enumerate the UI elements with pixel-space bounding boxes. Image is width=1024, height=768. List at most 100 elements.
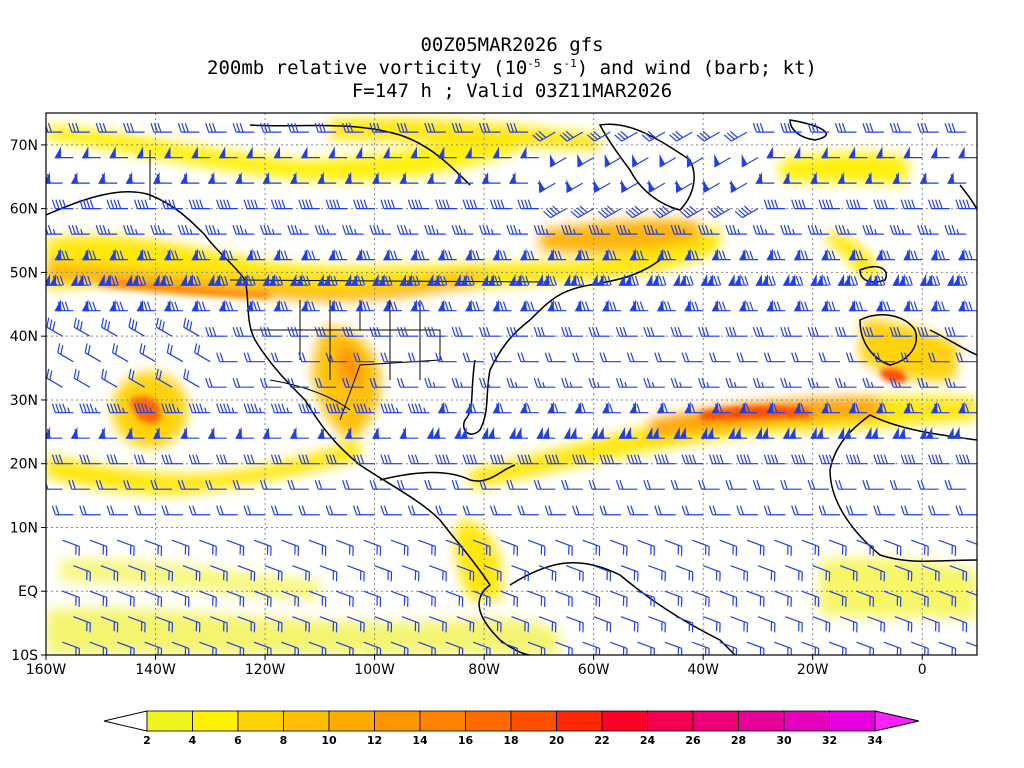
wind-barb bbox=[489, 199, 512, 210]
wind-barb bbox=[188, 454, 211, 465]
colorbar-swatch bbox=[829, 710, 876, 732]
wind-barb bbox=[883, 590, 902, 607]
wind-barb bbox=[543, 205, 567, 219]
wind-barb bbox=[369, 224, 392, 235]
map-title-line3: F=147 h ; Valid 03Z11MAR2026 bbox=[351, 80, 673, 102]
wind-barb bbox=[399, 171, 419, 184]
colorbar-label: 16 bbox=[458, 734, 474, 747]
wind-barb bbox=[371, 426, 392, 439]
wind-barb bbox=[216, 403, 238, 414]
wind-barb bbox=[643, 480, 665, 490]
wind-barb bbox=[410, 146, 430, 159]
wind-barb bbox=[410, 299, 430, 312]
wind-barb bbox=[807, 377, 830, 388]
wind-barb bbox=[472, 641, 491, 655]
wind-barb bbox=[136, 146, 156, 159]
wind-barb bbox=[407, 403, 430, 414]
wind-barb bbox=[892, 171, 912, 184]
wind-barb bbox=[111, 343, 129, 363]
wind-barb bbox=[566, 565, 584, 582]
wind-barb bbox=[734, 205, 759, 219]
colorbar-label: 8 bbox=[280, 734, 288, 747]
wind-barb bbox=[766, 401, 786, 414]
wind-barb bbox=[506, 122, 528, 133]
wind-barb bbox=[46, 368, 63, 388]
lon-tick-label: 100W bbox=[354, 662, 395, 678]
wind-barb bbox=[834, 377, 857, 388]
wind-barb bbox=[191, 146, 211, 159]
wind-barb bbox=[752, 224, 775, 235]
wind-barb bbox=[390, 590, 409, 607]
longitude-axis: 160W 140W 120W 100W 80W 60W 40W 20W 0 bbox=[26, 655, 927, 678]
wind-barb bbox=[839, 616, 858, 633]
wind-barb bbox=[353, 199, 375, 210]
wind-barb bbox=[862, 122, 884, 133]
wind-barb bbox=[456, 565, 475, 582]
wind-barb bbox=[922, 565, 940, 582]
wind-barb bbox=[199, 539, 217, 556]
wind-barb bbox=[144, 590, 163, 607]
wind-barb bbox=[563, 273, 585, 286]
wind-barb bbox=[369, 377, 392, 388]
wind-barb bbox=[656, 248, 676, 261]
wind-barb bbox=[834, 122, 857, 133]
colorbar-swatch bbox=[692, 710, 739, 732]
map-plot-area bbox=[46, 113, 977, 655]
wind-barb bbox=[478, 377, 501, 388]
wind-barb bbox=[270, 352, 293, 363]
wind-barb bbox=[785, 565, 803, 582]
wind-barb bbox=[944, 377, 967, 388]
wind-barb bbox=[207, 426, 227, 439]
wind-barb bbox=[626, 454, 649, 465]
wind-barb bbox=[355, 248, 375, 261]
wind-barb bbox=[537, 179, 556, 194]
wind-barb bbox=[418, 641, 436, 655]
wind-barb bbox=[125, 273, 147, 286]
wind-barb bbox=[216, 505, 238, 516]
wind-barb bbox=[152, 171, 172, 184]
wind-barb bbox=[873, 454, 895, 465]
wind-barb bbox=[281, 641, 300, 655]
wind-barb bbox=[246, 299, 266, 312]
lon-tick-label: 140W bbox=[135, 662, 176, 678]
wind-barb bbox=[930, 299, 950, 312]
wind-barb bbox=[57, 343, 74, 363]
wind-barb bbox=[355, 146, 375, 159]
wind-barb bbox=[191, 248, 211, 261]
lat-tick-label: 10N bbox=[10, 520, 38, 536]
wind-barb bbox=[243, 403, 266, 414]
colorbar-swatch bbox=[601, 710, 648, 732]
wind-barb bbox=[725, 224, 747, 235]
wind-barb bbox=[407, 454, 430, 465]
title-line2-exponent1: -5 bbox=[527, 57, 541, 70]
wind-barb bbox=[519, 299, 539, 312]
wind-barb bbox=[547, 248, 567, 261]
wind-barb bbox=[723, 130, 748, 142]
wind-barb bbox=[51, 403, 74, 414]
colorbar-label: 14 bbox=[412, 734, 428, 747]
wind-barb bbox=[746, 641, 765, 655]
wind-barb bbox=[380, 505, 402, 516]
wind-barb bbox=[766, 146, 786, 159]
wind-barb bbox=[654, 505, 676, 516]
colorbar-swatch bbox=[237, 710, 284, 732]
wind-barb bbox=[620, 616, 639, 633]
wind-barb bbox=[182, 565, 201, 582]
wind-barb bbox=[774, 590, 792, 607]
wind-barb bbox=[163, 299, 183, 312]
wind-barb bbox=[259, 122, 282, 133]
wind-barb bbox=[563, 426, 583, 439]
wind-barb bbox=[637, 641, 655, 655]
wind-barb bbox=[544, 505, 567, 516]
wind-barb bbox=[109, 146, 129, 159]
wind-barb bbox=[810, 171, 830, 184]
wind-barb bbox=[73, 616, 91, 633]
wind-barb bbox=[727, 426, 747, 439]
wind-barb bbox=[216, 352, 238, 363]
wind-barb bbox=[736, 454, 758, 465]
wind-barb bbox=[625, 205, 649, 219]
wind-barb bbox=[755, 171, 775, 184]
wind-barb bbox=[73, 565, 91, 582]
wind-barb bbox=[194, 343, 211, 363]
colorbar-swatch bbox=[738, 710, 785, 732]
